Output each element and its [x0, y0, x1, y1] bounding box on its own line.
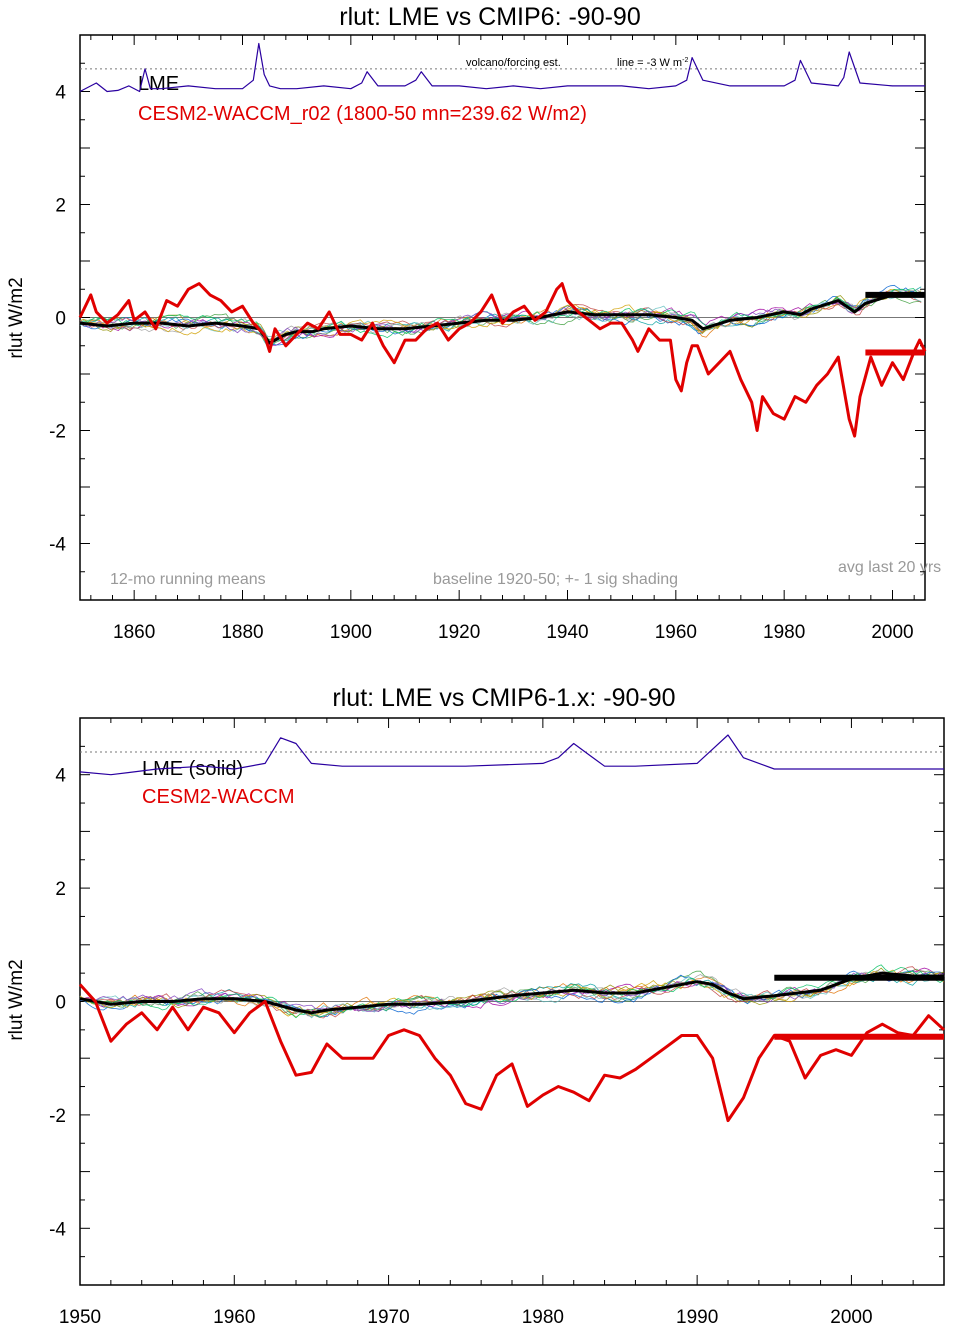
panel-1-xtick-label: 1980 [763, 622, 805, 643]
panel-2-volcano-forcing-line [79, 734, 944, 776]
panel-1-xtick-label: 1940 [546, 622, 588, 643]
panel-2-legend-lme: LME (solid) [142, 758, 243, 780]
panel-1-volcano-line-label: line = -3 W m-2 [617, 57, 688, 69]
panel-1-ytick-label: 4 [55, 83, 66, 104]
panel-2-lme-mean-line [79, 971, 944, 1015]
panel-1-legend-lme: LME [138, 73, 179, 95]
panel-2-ensemble-member [79, 972, 945, 1013]
panel-1-volcano-forcing-line [79, 42, 925, 93]
panel-2-ytick-label: 4 [55, 766, 66, 787]
panel-1-ytick-label: 2 [55, 196, 66, 217]
panel-1-note-baseline: baseline 1920-50; +- 1 sig shading [433, 571, 678, 588]
panel-2-xtick-label: 1990 [676, 1307, 718, 1325]
panel-1-note-avg-last: avg last 20 yrs [838, 559, 941, 576]
panel-2-title: rlut: LME vs CMIP6-1.x: -90-90 [332, 684, 675, 712]
panel-1-ylabel: rlut W/m2 [6, 277, 27, 358]
panel-1-cesm2-line [78, 282, 927, 438]
panel-2-xtick-label: 2000 [830, 1307, 872, 1325]
panel-1-xtick-label: 1960 [655, 622, 697, 643]
panel-1-ensemble-member [79, 293, 922, 344]
panel-1-ytick-label: -4 [49, 535, 66, 556]
panel-1-lme-mean-line [79, 293, 925, 345]
panel-1-note-running-means: 12-mo running means [110, 571, 266, 588]
panel-1-volcano-label: volcano/forcing est. [466, 57, 561, 69]
panel-2-ytick-label: -4 [49, 1219, 66, 1240]
panel-2-xtick-label: 1950 [59, 1307, 101, 1325]
panel-1-xtick-label: 2000 [871, 622, 913, 643]
panel-2-ytick-label: -2 [49, 1106, 66, 1127]
panel-2-ensemble-member [79, 970, 945, 1018]
panel-2-cesm2-line [78, 983, 946, 1123]
panel-1-xtick-label: 1900 [330, 622, 372, 643]
panel-2-legend-cesm: CESM2-WACCM [142, 786, 295, 808]
panel-1: rlut: LME vs CMIP6: -90-90 rlut W/m2 LME… [6, 3, 941, 601]
panel-1-ytick-label: 0 [55, 309, 66, 330]
panel-1-xtick-label: 1880 [221, 622, 263, 643]
panel-1-title: rlut: LME vs CMIP6: -90-90 [339, 3, 640, 31]
panel-2-ytick-label: 0 [55, 993, 66, 1014]
panel-2-xtick-label: 1960 [213, 1307, 255, 1325]
panel-1-xtick-label: 1860 [113, 622, 155, 643]
panel-1-ytick-label: -2 [49, 422, 66, 443]
chart-marks: -4 -2 0 2 4 1860 1880 1900 1920 1940 1960 1980 2000 -… [49, 34, 946, 1325]
panel-2-xtick-label: 1970 [367, 1307, 409, 1325]
panel-1-xtick-label: 1920 [438, 622, 480, 643]
panel-2-xtick-label: 1980 [522, 1307, 564, 1325]
panel-2: rlut: LME vs CMIP6-1.x: -90-90 rlut W/m2… [6, 684, 945, 1286]
panel-2-ensemble-member [79, 964, 945, 1019]
panel-2-ytick-label: 2 [55, 879, 66, 900]
panel-1-legend-cesm: CESM2-WACCM_r02 (1800-50 mn=239.62 W/m2) [138, 103, 587, 125]
panel-2-ylabel: rlut W/m2 [6, 959, 27, 1040]
